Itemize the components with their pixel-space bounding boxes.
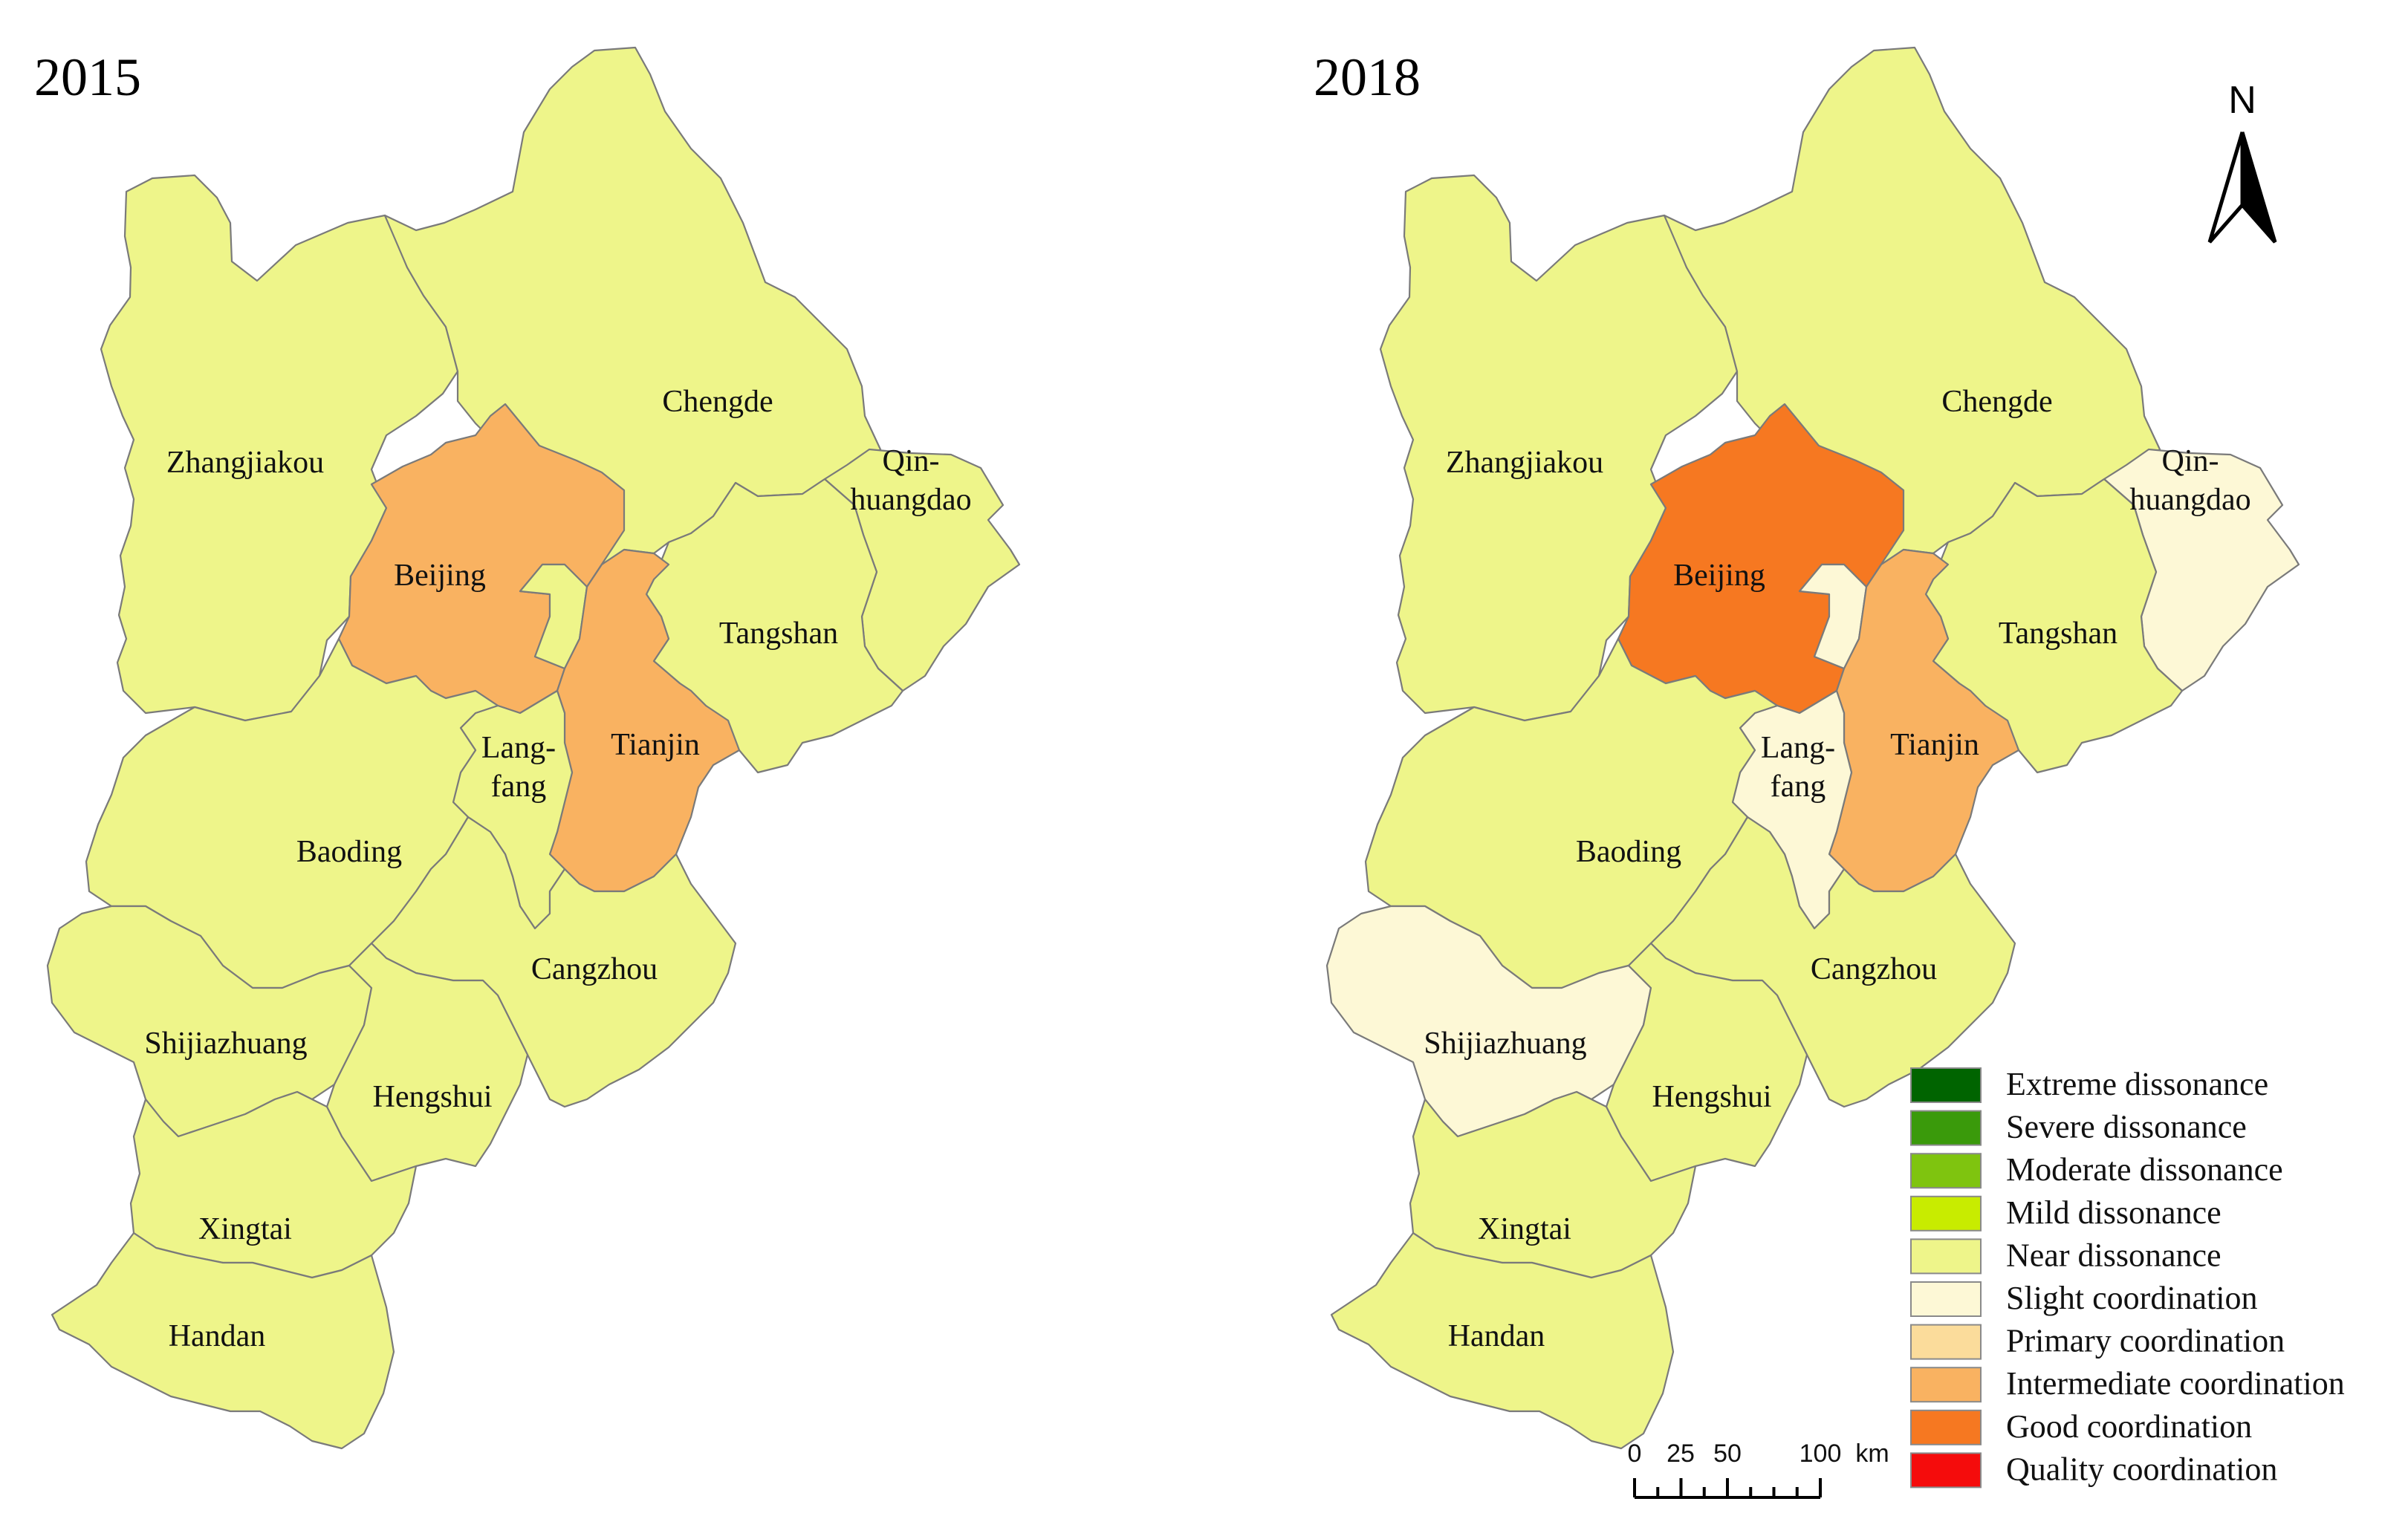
region-label-chengde: Chengde bbox=[1941, 385, 2052, 419]
region-label-xingtai: Xingtai bbox=[1478, 1212, 1571, 1246]
year-title: 2015 bbox=[34, 48, 141, 107]
region-label-langfang: fang bbox=[491, 770, 547, 804]
region-label-qinhuangdao: Qin- bbox=[2162, 444, 2219, 478]
region-label-qinhuangdao: huangdao bbox=[2129, 483, 2250, 517]
region-label-tangshan: Tangshan bbox=[719, 617, 838, 651]
region-label-handan: Handan bbox=[1448, 1319, 1545, 1353]
region-label-chengde: Chengde bbox=[662, 385, 773, 419]
region-label-hengshui: Hengshui bbox=[373, 1080, 493, 1114]
legend-label: Primary coordination bbox=[2006, 1323, 2285, 1359]
region-langfang-north-part bbox=[519, 563, 588, 670]
region-label-beijing: Beijing bbox=[1673, 559, 1765, 593]
legend-label: Near dissonance bbox=[2006, 1237, 2222, 1273]
region-label-tianjin: Tianjin bbox=[1890, 728, 1979, 762]
region-label-cangzhou: Cangzhou bbox=[531, 952, 658, 986]
region-label-shijiazhuang: Shijiazhuang bbox=[1424, 1027, 1586, 1061]
north-label: N bbox=[2228, 79, 2256, 122]
region-label-xingtai: Xingtai bbox=[198, 1212, 292, 1246]
region-label-shijiazhuang: Shijiazhuang bbox=[144, 1027, 307, 1061]
legend-label: Good coordination bbox=[2006, 1408, 2252, 1445]
legend-label: Severe dissonance bbox=[2006, 1109, 2247, 1145]
scale-bar: 0 25 50 100 km bbox=[1628, 1439, 1889, 1499]
north-arrow-right-half bbox=[2240, 131, 2277, 244]
region-label-beijing: Beijing bbox=[394, 559, 486, 593]
scale-unit-label: km bbox=[1855, 1439, 1889, 1468]
region-label-qinhuangdao: huangdao bbox=[850, 483, 971, 517]
legend-swatch bbox=[1910, 1195, 1982, 1232]
legend-label: Quality coordination bbox=[2006, 1451, 2277, 1487]
region-label-tianjin: Tianjin bbox=[611, 728, 700, 762]
legend-label: Slight coordination bbox=[2006, 1280, 2258, 1316]
legend-swatch bbox=[1910, 1452, 1982, 1489]
legend-swatch bbox=[1910, 1281, 1982, 1317]
legend-label: Moderate dissonance bbox=[2006, 1151, 2283, 1188]
scale-tick-label-25: 25 bbox=[1667, 1439, 1695, 1468]
map-2015: 2015 Zhangjiakou Chengde Beijing Qin-huangda… bbox=[34, 46, 1021, 1450]
legend-swatch bbox=[1910, 1324, 1982, 1360]
legend: Extreme dissonance Severe dissonance Moder… bbox=[1910, 1066, 2345, 1489]
region-label-langfang: fang bbox=[1771, 770, 1826, 804]
region-langfang-north-part bbox=[1798, 563, 1868, 670]
region-label-zhangjiakou: Zhangjiakou bbox=[166, 446, 324, 480]
north-arrow-icon: N bbox=[2207, 79, 2277, 244]
region-label-handan: Handan bbox=[169, 1319, 266, 1353]
north-arrow-left-half bbox=[2207, 131, 2245, 244]
region-zhangjiakou bbox=[100, 174, 459, 722]
region-zhangjiakou bbox=[1379, 174, 1739, 722]
region-label-cangzhou: Cangzhou bbox=[1811, 952, 1937, 986]
region-label-qinhuangdao: Qin- bbox=[883, 444, 940, 478]
scale-tick-label-50: 50 bbox=[1713, 1439, 1742, 1468]
legend-swatch bbox=[1910, 1367, 1982, 1403]
legend-label: Intermediate coordination bbox=[2006, 1365, 2345, 1402]
region-handan bbox=[51, 1232, 395, 1450]
region-label-zhangjiakou: Zhangjiakou bbox=[1446, 446, 1603, 480]
region-label-hengshui: Hengshui bbox=[1652, 1080, 1772, 1114]
scale-tick-label-100: 100 bbox=[1799, 1439, 1842, 1468]
map-2018: 2018 Zhangjiakou Chengde Beijing Qin-huangda… bbox=[1314, 46, 2300, 1450]
region-label-tangshan: Tangshan bbox=[1999, 617, 2117, 651]
region-handan bbox=[1330, 1232, 1675, 1450]
legend-swatch bbox=[1910, 1067, 1982, 1103]
region-label-baoding: Baoding bbox=[296, 835, 402, 869]
legend-label: Mild dissonance bbox=[2006, 1194, 2222, 1231]
legend-swatch bbox=[1910, 1409, 1982, 1445]
legend-swatch bbox=[1910, 1238, 1982, 1275]
legend-label: Extreme dissonance bbox=[2006, 1066, 2268, 1102]
region-label-langfang: Lang- bbox=[481, 731, 556, 765]
scale-tick-label-0: 0 bbox=[1628, 1439, 1642, 1468]
legend-swatch bbox=[1910, 1110, 1982, 1146]
region-label-baoding: Baoding bbox=[1576, 835, 1681, 869]
region-hengshui bbox=[325, 942, 529, 1182]
region-label-langfang: Lang- bbox=[1761, 731, 1835, 765]
legend-swatch bbox=[1910, 1153, 1982, 1189]
year-title: 2018 bbox=[1314, 48, 1421, 107]
scale-bar-ticks bbox=[1633, 1478, 1822, 1497]
region-hengshui bbox=[1605, 942, 1808, 1182]
